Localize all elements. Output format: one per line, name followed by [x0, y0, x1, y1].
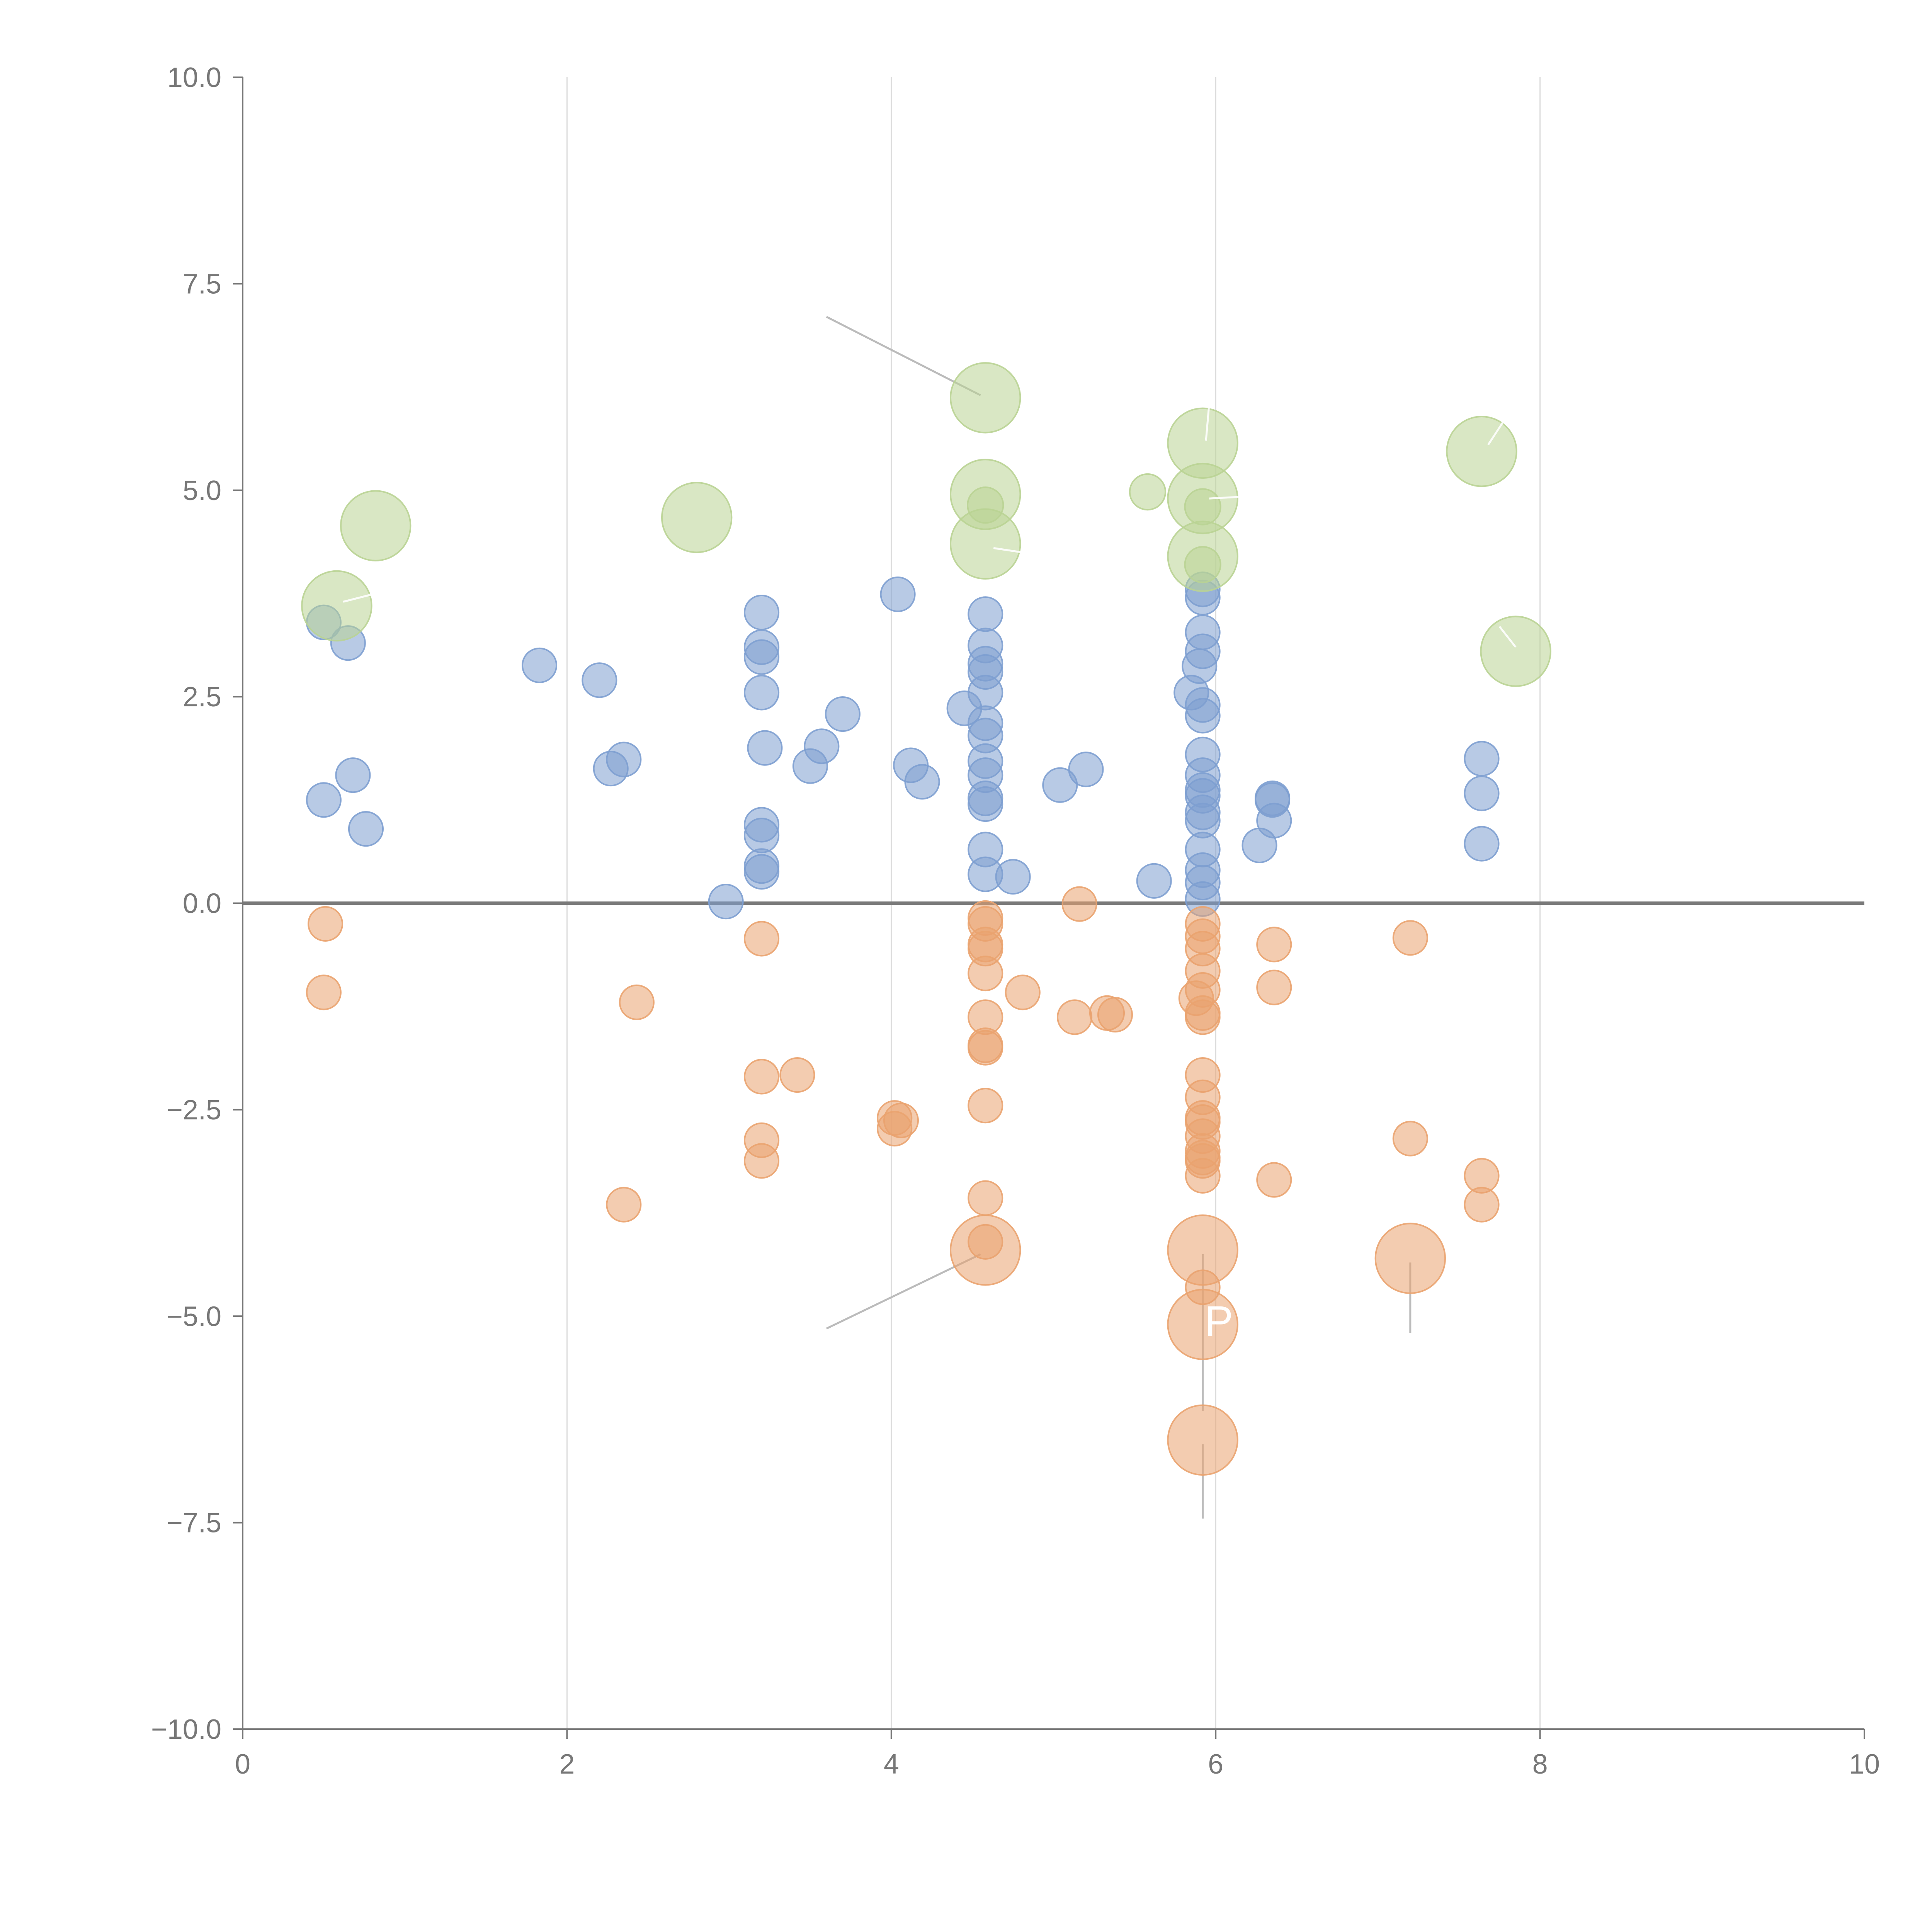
data-point-negative	[307, 906, 344, 942]
data-point-positive	[743, 595, 780, 631]
y-tick-label: 10.0	[167, 62, 221, 93]
data-point-negative	[968, 1180, 1003, 1216]
data-point-negative	[1061, 886, 1097, 922]
data-point-positive-large	[1480, 616, 1551, 687]
data-point-negative	[743, 1059, 780, 1095]
data-point-negative	[1464, 1187, 1500, 1223]
data-point-positive	[904, 764, 940, 800]
x-tick-label: 10	[1849, 1749, 1880, 1780]
data-point-positive	[348, 811, 384, 847]
y-tick-label: 5.0	[183, 475, 221, 506]
data-point-positive	[825, 696, 861, 732]
leader-lines	[343, 316, 1517, 1519]
data-point-negative-large	[949, 1214, 1021, 1286]
axes-layer: 0 2 4 6 8 10 −10.0 −7.5 −5.0 −2.5 0.0 2.5 5.0 7.5 10.0	[151, 62, 1880, 1780]
data-point-positive-small	[1184, 546, 1221, 583]
data-point-positive	[743, 854, 780, 890]
x-tick-label: 8	[1532, 1749, 1548, 1780]
data-point-positive	[743, 675, 780, 711]
data-point-negative	[306, 975, 342, 1010]
data-point-positive-large	[1446, 416, 1517, 487]
data-point-positive	[968, 675, 1003, 711]
y-tick-label: −10.0	[151, 1714, 221, 1745]
data-point-positive-large	[949, 362, 1021, 434]
data-point-positive	[521, 647, 558, 683]
leader-line-overlay	[1487, 419, 1505, 446]
data-point-positive	[743, 818, 780, 854]
leader-line-overlay	[1498, 626, 1517, 648]
data-point-positive	[1256, 803, 1292, 838]
data-point-negative	[968, 1088, 1003, 1124]
x-tick-label: 4	[884, 1749, 899, 1780]
data-point-positive	[880, 577, 916, 612]
data-point-negative	[968, 1030, 1003, 1066]
leader-line-overlay	[1205, 403, 1210, 441]
data-point-positive	[1136, 863, 1172, 899]
data-annotation: P	[1205, 1298, 1233, 1345]
y-tick-label: −5.0	[167, 1301, 221, 1332]
points-layer	[301, 362, 1551, 1476]
data-point-positive-small	[967, 486, 1004, 524]
data-point-positive	[1042, 767, 1078, 803]
data-point-positive	[306, 782, 342, 818]
data-point-positive	[582, 662, 617, 698]
data-point-negative	[619, 984, 655, 1020]
data-point-positive	[1185, 633, 1221, 669]
data-point-positive	[1464, 826, 1500, 862]
data-point-positive	[1185, 698, 1221, 734]
data-point-positive-small	[1184, 488, 1221, 526]
data-point-positive	[1464, 741, 1500, 777]
data-point-negative	[1256, 1162, 1292, 1198]
data-point-positive	[606, 742, 642, 777]
x-tick-label: 0	[235, 1749, 250, 1780]
data-point-positive	[1068, 752, 1104, 787]
data-point-positive-large	[661, 482, 733, 553]
data-point-negative	[1056, 999, 1093, 1035]
data-point-negative	[1256, 969, 1292, 1005]
annotations: P	[343, 403, 1517, 1345]
data-point-negative	[1392, 1121, 1428, 1156]
data-point-negative	[1185, 1158, 1221, 1194]
y-tick-label: 0.0	[183, 888, 221, 919]
data-point-negative	[1005, 975, 1041, 1010]
data-point-negative	[1097, 997, 1133, 1033]
leader-line-overlay	[343, 592, 376, 603]
data-point-positive	[968, 596, 1003, 632]
leader-line-overlay	[993, 547, 1021, 553]
y-tick-label: 2.5	[183, 682, 221, 713]
y-tick-label: −2.5	[167, 1095, 221, 1126]
data-point-negative	[1256, 927, 1292, 963]
data-point-positive-large	[301, 570, 372, 642]
x-tick-label: 2	[559, 1749, 575, 1780]
data-point-negative-large	[1167, 1214, 1238, 1286]
data-point-negative-large	[1167, 1289, 1238, 1360]
y-tick-label: −7.5	[167, 1508, 221, 1539]
data-point-negative	[743, 921, 780, 957]
data-point-positive-small	[1129, 473, 1167, 511]
data-point-negative	[1392, 920, 1428, 956]
data-point-positive	[743, 639, 780, 675]
data-point-negative	[743, 1143, 780, 1179]
y-tick-label: 7.5	[183, 269, 221, 299]
leader-line-overlay	[1209, 496, 1240, 500]
data-point-negative-large	[1167, 1404, 1238, 1476]
data-point-positive	[1464, 776, 1500, 811]
data-point-positive	[747, 730, 783, 766]
data-point-positive	[968, 786, 1003, 822]
data-point-positive	[708, 884, 744, 920]
data-point-positive	[995, 859, 1031, 895]
x-tick-label: 6	[1208, 1749, 1223, 1780]
data-point-negative	[606, 1187, 642, 1223]
data-point-negative	[968, 956, 1003, 992]
data-point-positive	[335, 757, 371, 793]
data-point-negative-large	[1374, 1223, 1446, 1294]
data-point-positive-large	[340, 490, 412, 561]
data-point-positive	[804, 728, 840, 764]
data-point-negative	[1185, 999, 1221, 1035]
data-point-negative	[779, 1057, 815, 1093]
data-point-negative	[877, 1111, 913, 1147]
